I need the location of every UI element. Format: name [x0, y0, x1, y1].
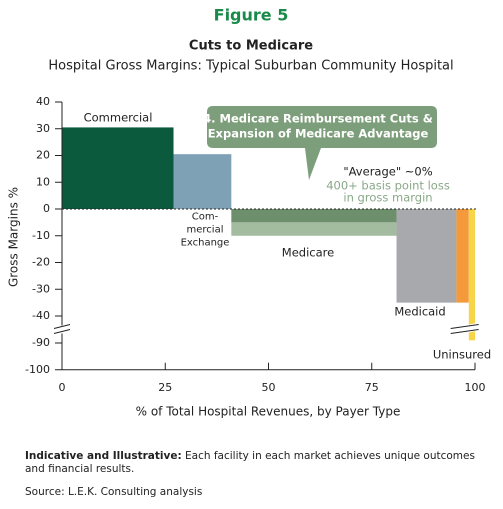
break-mark [450, 324, 479, 329]
loss-note: 400+ basis point loss [326, 179, 450, 193]
y-tick-label: -10 [32, 229, 50, 242]
x-tick-label: 25 [158, 381, 172, 394]
break-mark [450, 329, 479, 334]
y-tick-label: -30 [32, 282, 50, 295]
footnote: Indicative and Illustrative: Each facili… [25, 450, 485, 476]
footnote-bold: Indicative and Illustrative: [25, 450, 182, 462]
break-mark [53, 324, 71, 329]
break-mark [53, 329, 71, 334]
y-tick-label: 0 [43, 202, 50, 215]
y-tick-label: 30 [36, 122, 50, 135]
y-tick-label: -40 [32, 309, 50, 322]
x-tick-label: 50 [262, 381, 276, 394]
bar [396, 209, 457, 303]
callout-text: Expansion of Medicare Advantage [208, 127, 429, 141]
loss-note: in gross margin [343, 191, 432, 205]
bar [62, 127, 174, 209]
bar [173, 154, 232, 209]
figure-label: Figure 5 [214, 6, 289, 25]
y-tick-label: 40 [36, 95, 50, 108]
category-label: Medicare [281, 245, 335, 260]
y-axis-label: Gross Margins % [7, 187, 21, 287]
y-tick-label: -100 [25, 363, 50, 376]
callout-text: 4. Medicare Reimbursement Cuts & [203, 112, 433, 126]
source: Source: L.E.K. Consulting analysis [25, 486, 203, 498]
cut-bar [231, 222, 397, 236]
x-tick-label: 100 [465, 381, 486, 394]
y-tick-label: -90 [32, 336, 50, 349]
category-label: Commercial [83, 110, 153, 125]
y-tick-label: 20 [36, 149, 50, 162]
average-note: "Average" ~0% [343, 165, 432, 179]
y-tick-label: -20 [32, 256, 50, 269]
bar [456, 209, 469, 303]
bars [62, 127, 475, 341]
chart-title: Cuts to Medicare [189, 39, 313, 54]
bar [468, 209, 475, 341]
chart-subtitle: Hospital Gross Margins: Typical Suburban… [48, 59, 453, 74]
x-tick-label: 0 [59, 381, 66, 394]
callout-box [207, 106, 437, 180]
x-tick-label: 75 [365, 381, 379, 394]
x-axis-label: % of Total Hospital Revenues, by Payer T… [136, 405, 401, 419]
footnote-text: Each facility in each market achieves un… [25, 450, 475, 475]
category-label: Com- mercial Exchange [180, 211, 230, 249]
category-label: Medicaid [394, 304, 446, 319]
category-label: Uninsured [432, 347, 492, 362]
y-tick-label: 10 [36, 175, 50, 188]
bar [231, 209, 397, 223]
